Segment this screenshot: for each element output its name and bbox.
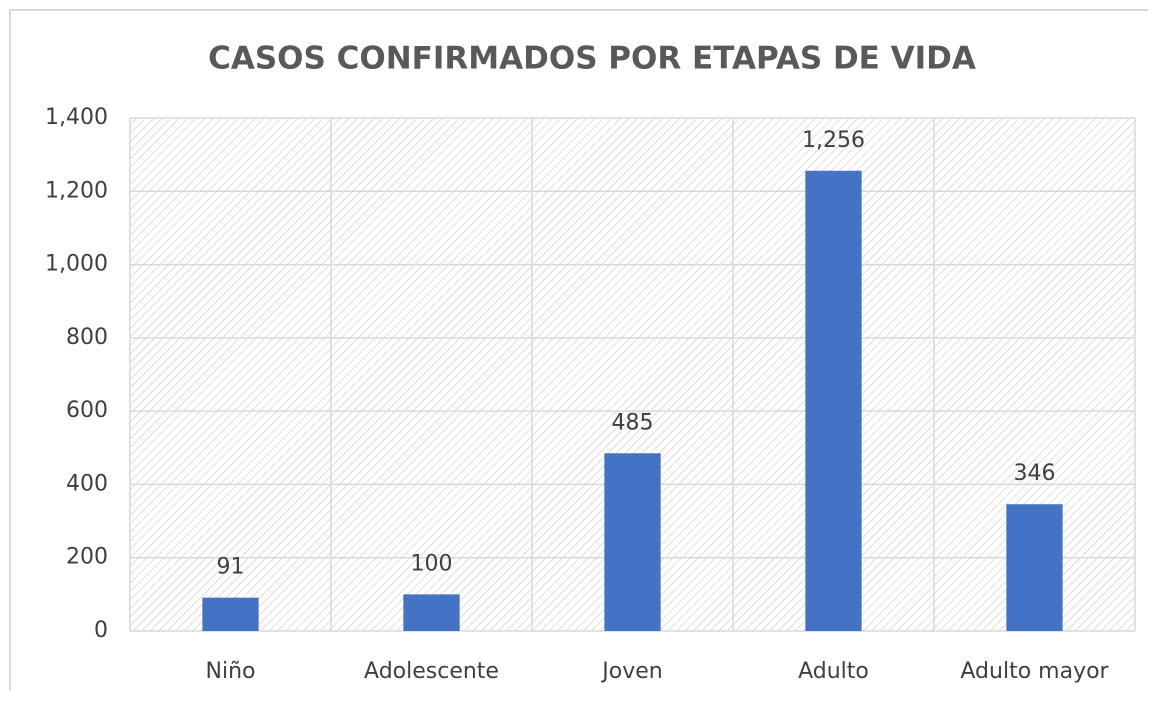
chart-title: CASOS CONFIRMADOS POR ETAPAS DE VIDA xyxy=(208,41,976,77)
y-tick-label: 1,200 xyxy=(45,178,108,203)
x-tick-label: Adulto xyxy=(798,659,869,684)
chart-border xyxy=(9,9,1148,690)
x-tick-label: Adolescente xyxy=(364,659,499,684)
y-tick-label: 0 xyxy=(94,618,108,643)
bar xyxy=(604,453,661,631)
y-tick-label: 800 xyxy=(66,325,108,350)
data-label: 346 xyxy=(1014,461,1056,486)
y-tick-label: 400 xyxy=(66,471,108,496)
data-label: 91 xyxy=(217,555,245,580)
y-tick-label: 1,400 xyxy=(45,105,108,130)
bar xyxy=(805,170,862,631)
bar xyxy=(202,597,259,631)
x-tick-label: Niño xyxy=(206,659,256,684)
y-tick-label: 600 xyxy=(66,398,108,423)
x-tick-label: Joven xyxy=(600,659,662,684)
y-tick-label: 1,000 xyxy=(45,252,108,277)
bar xyxy=(1006,504,1063,631)
data-label: 485 xyxy=(612,410,654,435)
bar xyxy=(403,594,460,631)
data-label: 1,256 xyxy=(802,128,865,153)
data-label: 100 xyxy=(411,551,453,576)
x-tick-label: Adulto mayor xyxy=(960,659,1109,684)
y-tick-label: 200 xyxy=(66,545,108,570)
